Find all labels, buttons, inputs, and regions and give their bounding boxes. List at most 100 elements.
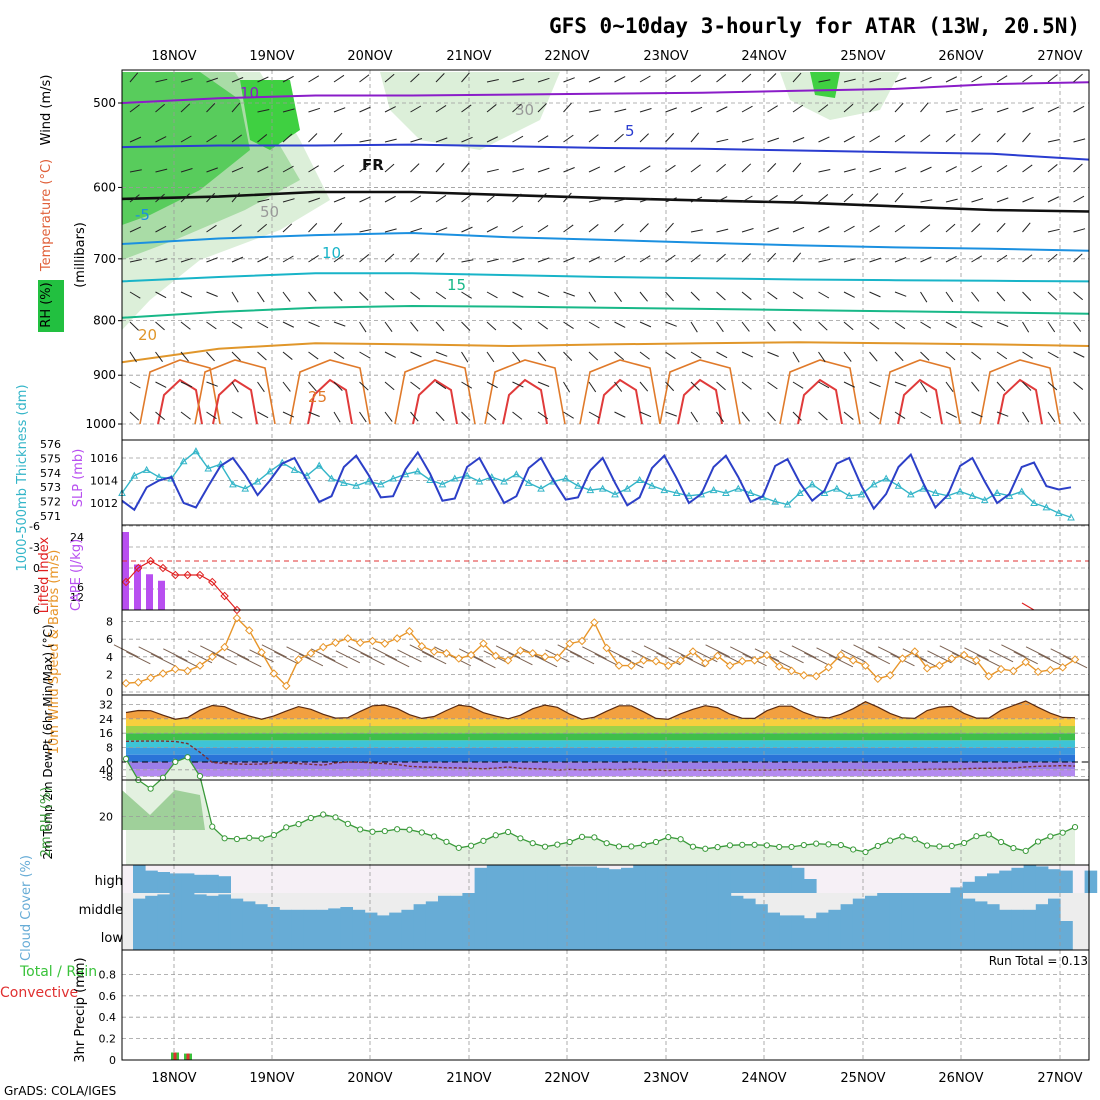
wind-barb	[869, 351, 878, 362]
cloud-cell	[499, 865, 512, 893]
wind10-marker	[787, 666, 796, 676]
wind-barb	[257, 109, 270, 113]
wind-barb	[741, 411, 750, 422]
wind-barb	[333, 74, 345, 83]
cloud-cell	[194, 874, 207, 893]
wind-barb	[767, 321, 776, 332]
thickness-marker	[931, 488, 940, 496]
isotherm-line	[121, 341, 1090, 364]
rh2m-marker	[591, 834, 598, 841]
thickness-marker	[1067, 513, 1075, 521]
thickness-marker	[450, 474, 459, 482]
wind-barb	[767, 291, 778, 300]
wind10-marker	[848, 656, 858, 665]
wind-barb	[231, 166, 244, 173]
cloud-cell	[352, 921, 366, 950]
wind-barb	[639, 108, 652, 113]
wind10-marker	[972, 656, 981, 665]
cloud-cell	[682, 893, 695, 921]
wind-barb	[206, 103, 216, 113]
thickness-marker	[438, 480, 447, 488]
rh2m-marker	[665, 834, 672, 841]
wind10-marker	[565, 639, 574, 648]
rh-legend-swatch	[38, 280, 64, 332]
rh2m-marker	[394, 826, 401, 833]
wind-barb	[180, 381, 193, 388]
wind-barb	[971, 165, 983, 173]
wind-barb	[639, 165, 651, 173]
lifted-index-axis-label: Lifted Index	[37, 536, 52, 613]
wind-barb	[588, 351, 599, 361]
wind-barb	[308, 165, 319, 173]
wind10-marker	[935, 661, 944, 670]
contour-label: 20	[138, 326, 157, 344]
wind-barb	[206, 224, 217, 233]
cloud-cell	[1023, 909, 1037, 921]
wind10-marker	[824, 663, 833, 672]
cloud-cell	[804, 918, 817, 921]
wind-barb	[996, 197, 1009, 203]
wind-barb	[359, 321, 367, 333]
wind-barb	[486, 258, 499, 263]
rh2m-marker	[147, 785, 154, 792]
temp-band	[126, 733, 1075, 741]
rh2m-marker	[603, 840, 610, 847]
wind-barb	[155, 103, 166, 113]
thickness-marker	[229, 480, 237, 488]
wind-barb	[1047, 381, 1058, 391]
cloud-cell	[913, 893, 927, 921]
thickness-marker	[869, 480, 878, 488]
rh2m-marker	[455, 844, 462, 851]
wind-barb	[206, 77, 219, 83]
thickness-marker	[993, 488, 1001, 496]
rh2m-marker	[985, 831, 992, 838]
precip-convective-bar	[186, 1053, 190, 1060]
wind-barb	[716, 106, 728, 113]
wind-barb	[537, 225, 549, 233]
wind-barb	[155, 78, 168, 83]
wind-barb	[614, 133, 624, 143]
wind-barb	[665, 132, 675, 143]
wind-barb	[1022, 381, 1032, 391]
top-day-label: 22NOV	[544, 49, 589, 64]
wind-barb	[767, 163, 777, 173]
wind-barb	[690, 411, 698, 423]
cloud-cell	[791, 915, 805, 921]
wind10-barb	[471, 655, 496, 669]
wind-barb	[767, 351, 779, 357]
cloud-cell	[145, 921, 158, 950]
wind-barb	[206, 411, 217, 420]
wind-barb	[512, 225, 524, 233]
wind-barb	[639, 351, 650, 360]
temp-band	[126, 747, 1075, 755]
wind-barb	[512, 193, 522, 203]
cloud-cell	[206, 874, 219, 893]
wind-barb	[920, 381, 928, 393]
cloud-cell	[523, 893, 536, 921]
wind10-marker	[121, 678, 131, 688]
wind10-marker	[269, 669, 279, 678]
thickness-tick-label: 571	[40, 510, 61, 523]
slp-tick-label: 1014	[90, 475, 118, 488]
wind10-barb	[828, 654, 854, 668]
thickness-marker	[1042, 503, 1051, 511]
wind-barb	[435, 351, 448, 357]
wind10-barb	[175, 655, 200, 669]
wind-barb	[231, 321, 243, 329]
wind-barb	[767, 195, 778, 203]
wind10-marker	[220, 642, 229, 652]
isotherm-25-loop	[997, 378, 1043, 425]
wind-barb	[690, 291, 700, 301]
rh2m-marker	[270, 831, 277, 839]
rh2m-marker	[221, 835, 228, 842]
isotherm-20-loop	[394, 359, 476, 425]
wind-barb	[1073, 381, 1084, 390]
wind10-barb	[335, 650, 361, 664]
wind-barb	[741, 163, 752, 173]
wind-barb	[461, 72, 470, 83]
cloud-cell	[584, 893, 597, 921]
wind10-barb	[323, 655, 348, 669]
wind-barb	[614, 255, 626, 263]
precip-convective-bar	[173, 1052, 177, 1060]
wind10-barb	[803, 652, 829, 666]
